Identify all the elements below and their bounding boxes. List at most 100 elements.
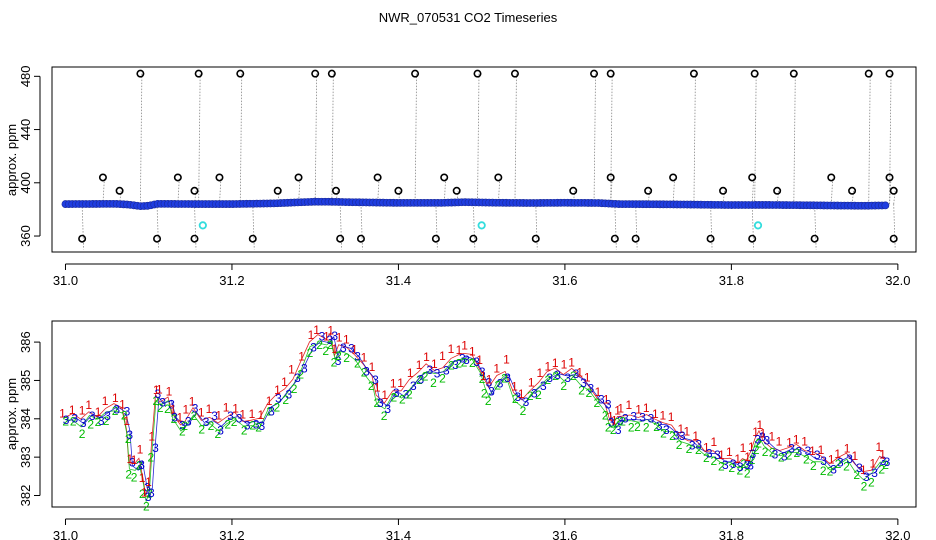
bottom-point-level-3: 3 [863, 470, 870, 484]
top-outlier-mid [848, 186, 857, 195]
bottom-point-level-1: 1 [544, 359, 551, 373]
bottom-point-level-1: 1 [480, 369, 487, 383]
bottom-point-level-3: 3 [159, 396, 166, 410]
bottom-point-level-1: 1 [668, 410, 675, 424]
bottom-point-level-3: 3 [788, 441, 795, 455]
bottom-point-level-2: 2 [695, 443, 702, 457]
bottom-plot-frame [51, 320, 917, 508]
top-outlier-mid [885, 173, 894, 182]
bottom-point-level-1: 1 [170, 402, 177, 416]
bottom-point-level-1: 1 [298, 350, 305, 364]
top-spike-line [177, 177, 180, 205]
bottom-point-level-2: 2 [803, 452, 810, 466]
top-spike-line [610, 73, 613, 205]
bottom-y-tick-label: 382 [18, 485, 33, 507]
bottom-point-level-3: 3 [730, 457, 737, 471]
bottom-point-level-1: 1 [776, 435, 783, 449]
top-outlier-mid [606, 173, 615, 182]
bottom-point-level-1: 1 [734, 452, 741, 466]
bottom-point-level-1: 1 [331, 342, 338, 356]
bottom-point-level-1: 1 [148, 429, 155, 443]
bottom-point-level-1: 1 [635, 403, 642, 417]
bottom-point-level-3: 3 [744, 458, 751, 472]
bottom-point-level-3: 3 [837, 456, 844, 470]
bottom-point-level-2: 2 [297, 368, 304, 382]
bottom-point-level-2: 2 [112, 404, 119, 418]
bottom-x-tick-label: 31.4 [386, 528, 411, 540]
bottom-point-level-1: 1 [189, 394, 196, 408]
top-outlier-mid [98, 173, 107, 182]
bottom-point-level-3: 3 [679, 429, 686, 443]
top-spike-line [776, 190, 780, 205]
bottom-point-level-3: 3 [749, 447, 756, 461]
bottom-point-level-3: 3 [639, 411, 646, 425]
bottom-point-level-2: 2 [653, 420, 660, 434]
bottom-point-level-1: 1 [760, 426, 767, 440]
bottom-point-level-3: 3 [656, 419, 663, 433]
bottom-point-level-1: 1 [711, 435, 718, 449]
top-spike-line [851, 190, 854, 205]
bottom-point-level-2: 2 [740, 457, 747, 471]
bottom-point-level-2: 2 [769, 446, 776, 460]
bottom-point-level-3: 3 [98, 414, 105, 428]
bottom-point-level-2: 2 [282, 393, 289, 407]
bottom-y-tick-label: 386 [18, 331, 33, 353]
top-outlier-mid [827, 173, 836, 182]
bottom-point-level-2: 2 [753, 443, 760, 457]
bottom-point-level-1: 1 [678, 422, 685, 436]
bottom-point-level-2: 2 [62, 415, 69, 429]
top-y-tick-label: 360 [18, 225, 33, 247]
bottom-point-level-3: 3 [880, 454, 887, 468]
top-outlier-high [750, 69, 759, 78]
bottom-point-level-2: 2 [810, 459, 817, 473]
bottom-point-level-1: 1 [123, 414, 130, 428]
top-outlier-mid [569, 186, 578, 195]
top-outlier-high [411, 69, 420, 78]
bottom-point-level-2: 2 [422, 370, 429, 384]
top-outlier-high [327, 69, 336, 78]
top-x-tick-label: 31.0 [53, 273, 78, 288]
top-outlier-low [610, 234, 619, 243]
top-outlier-high [236, 69, 245, 78]
bottom-point-level-3: 3 [393, 386, 400, 400]
bottom-point-level-3: 3 [622, 411, 629, 425]
bottom-point-level-3: 3 [554, 368, 561, 382]
top-outlier-mid [215, 173, 224, 182]
top-plot-area [61, 69, 898, 250]
top-outlier-high [689, 69, 698, 78]
bottom-point-level-1: 1 [85, 398, 92, 412]
bottom-point-level-3: 3 [737, 460, 744, 474]
top-outlier-mid [294, 173, 303, 182]
top-outlier-mid [440, 173, 449, 182]
top-outlier-low [631, 234, 640, 243]
bottom-point-level-1: 1 [692, 429, 699, 443]
bottom-point-level-1: 1 [223, 400, 230, 414]
bottom-point-level-2: 2 [552, 369, 559, 383]
bottom-point-level-3: 3 [268, 405, 275, 419]
bottom-point-level-2: 2 [343, 351, 350, 365]
bottom-y-axis-label: approx. ppm [4, 378, 19, 450]
bottom-point-level-3: 3 [227, 409, 234, 423]
bottom-point-level-1: 1 [860, 463, 867, 477]
bottom-point-level-3: 3 [856, 461, 863, 475]
bottom-point-level-1: 1 [643, 401, 650, 415]
top-spike-line [239, 73, 243, 205]
bottom-point-level-1: 1 [660, 408, 667, 422]
bottom-point-level-3: 3 [759, 430, 766, 444]
bottom-point-level-3: 3 [258, 419, 265, 433]
top-data-point [881, 201, 890, 210]
bottom-point-level-2: 2 [711, 454, 718, 468]
bottom-point-level-3: 3 [236, 411, 243, 425]
top-x-tick-label: 31.2 [219, 273, 244, 288]
bottom-point-level-3: 3 [615, 423, 622, 437]
top-spike-line [722, 190, 725, 205]
top-y-axis-label: approx. ppm [4, 124, 19, 196]
bottom-point-level-1: 1 [343, 333, 350, 347]
bottom-point-level-1: 1 [381, 388, 388, 402]
bottom-point-level-2: 2 [868, 476, 875, 490]
top-outlier-high [311, 69, 320, 78]
bottom-point-level-1: 1 [198, 406, 205, 420]
top-outlier-mid [644, 186, 653, 195]
bottom-point-level-2: 2 [171, 412, 178, 426]
bottom-point-level-3: 3 [830, 462, 837, 476]
